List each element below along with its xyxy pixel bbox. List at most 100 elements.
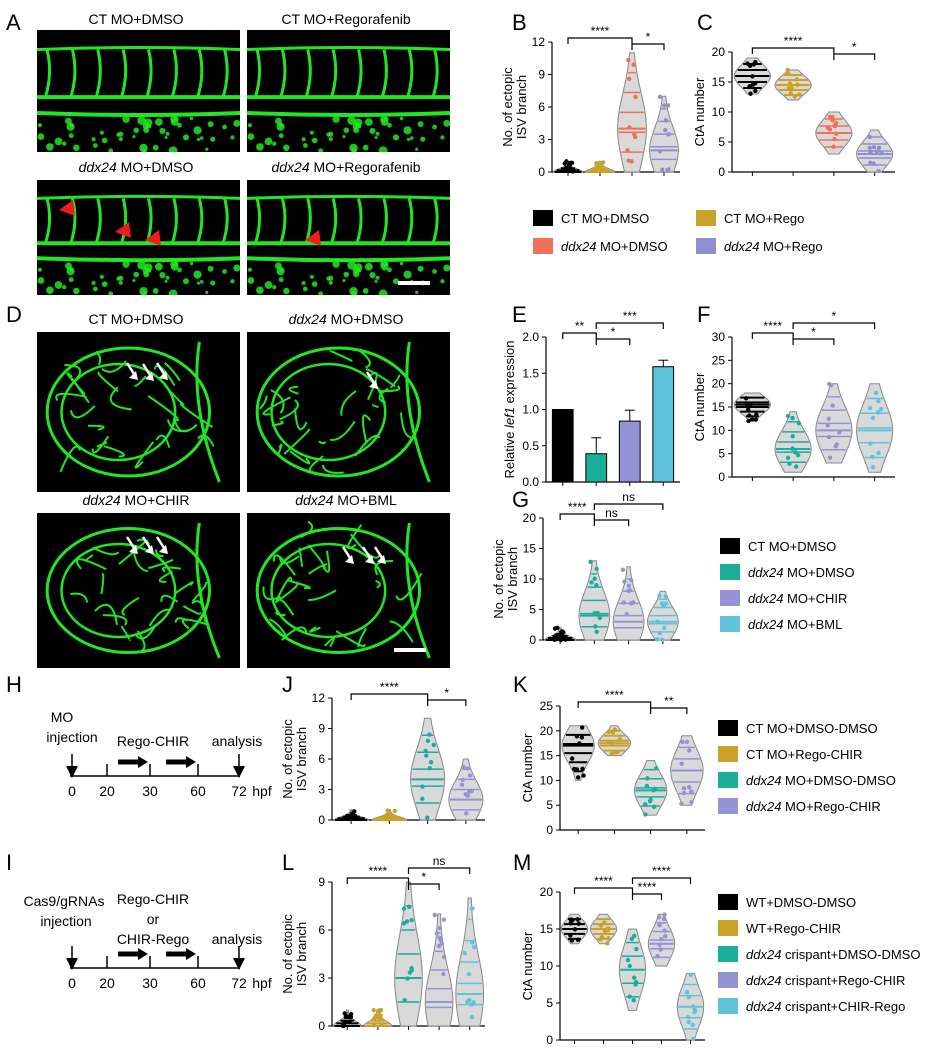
data-point (870, 415, 876, 421)
tissue-blob (122, 115, 130, 123)
data-point (427, 766, 432, 771)
data-point (563, 166, 568, 172)
data-point (828, 383, 834, 388)
data-point (875, 410, 881, 415)
tissue-blob (351, 291, 357, 295)
y-axis-label: No. of ectopic (280, 914, 295, 994)
data-point (746, 418, 751, 424)
y-axis-label: CtA number (692, 77, 707, 146)
tissue-blob (375, 275, 380, 280)
data-point (643, 812, 648, 817)
isv-vessel (278, 198, 287, 245)
micrograph-titles: CT MO+DMSO CT MO+Regorafenib ddx24 MO+DM… (79, 11, 421, 508)
y-axis-label: CtA number (692, 372, 707, 441)
data-point (629, 601, 634, 606)
data-point (577, 741, 582, 746)
lateral-vessel (405, 341, 431, 483)
data-point (464, 811, 469, 816)
y-axis-label: No. of ectopic (280, 719, 295, 799)
data-point (831, 144, 836, 150)
data-point (610, 730, 616, 735)
cta-vessel (340, 390, 357, 416)
isv-vessel (43, 49, 52, 99)
legend-label: ddx24 MO+DMSO (561, 239, 668, 254)
isv-vessel (145, 49, 153, 99)
data-point (553, 633, 559, 638)
data-point (425, 815, 430, 820)
cta-vessel (262, 396, 292, 416)
data-point (595, 610, 600, 616)
tissue-blob (374, 279, 378, 283)
y-tick-label: 5 (546, 996, 553, 1010)
lateral-vessel (195, 341, 221, 483)
tissue-blob (256, 143, 264, 151)
tissue-blob (432, 269, 437, 274)
y-tick-label: 12 (532, 35, 546, 49)
data-point (834, 442, 839, 447)
significance-bracket (631, 877, 692, 884)
tissue-blob (417, 265, 424, 272)
data-point (348, 815, 353, 820)
legend-label: CT MO+Rego-CHIR (746, 747, 862, 762)
timeline-tick-label: 30 (142, 975, 158, 991)
head-inner-vessel (270, 362, 387, 462)
tissue-blob (311, 281, 318, 287)
vessel-network (247, 46, 450, 152)
data-point (687, 748, 692, 753)
head-inner-vessel (60, 362, 177, 462)
data-point (870, 454, 875, 460)
tissue-blob (101, 281, 108, 287)
cta-vessel (161, 566, 182, 573)
data-point (750, 417, 755, 422)
legend-label: ddx24 MO+Rego (724, 239, 823, 254)
data-point (552, 637, 557, 642)
data-point (626, 76, 632, 82)
cta-vessel (275, 610, 286, 617)
head-vessel-network (45, 522, 221, 659)
cta-vessel (358, 349, 371, 369)
data-point (406, 904, 412, 909)
cta-vessel (259, 395, 268, 410)
white-arrow-head (345, 555, 354, 564)
cta-vessel (155, 434, 171, 448)
significance-bracket (593, 503, 664, 510)
timeline-tick-label: 60 (190, 783, 206, 799)
data-point (562, 161, 568, 166)
data-point (576, 921, 581, 926)
tissue-blob (343, 271, 350, 278)
y-tick-label: 2.0 (522, 330, 539, 344)
legend-swatch (718, 920, 738, 936)
data-point (665, 167, 670, 173)
tissue-blob (199, 280, 204, 284)
data-point (407, 970, 413, 975)
data-point (569, 919, 574, 924)
data-point (463, 792, 468, 797)
legend-label: ddx24 MO+Rego-CHIR (746, 799, 881, 814)
panel-letter-j: J (282, 672, 293, 697)
data-point (648, 797, 653, 802)
y-tick-label: 0 (318, 1019, 325, 1033)
data-point (837, 430, 842, 435)
tissue-blob (278, 133, 284, 139)
micro-title-a3-italic: ddx24 (79, 159, 117, 175)
data-point (787, 81, 793, 86)
cta-vessel (318, 440, 327, 445)
data-point (441, 917, 447, 922)
tissue-blob (174, 261, 179, 267)
cta-vessel (94, 603, 118, 626)
data-point (876, 450, 881, 456)
tissue-blob (66, 267, 75, 276)
data-point (679, 801, 684, 806)
data-point (879, 150, 884, 156)
data-point (690, 1004, 696, 1009)
cta-vessel (329, 420, 356, 441)
tissue-blob (272, 141, 277, 146)
timeline-label: MO (51, 709, 74, 725)
y-tick-label: 12 (312, 691, 326, 705)
y-tick-label: 10 (712, 105, 726, 119)
legend-label: WT+Rego-CHIR (746, 921, 841, 936)
cta-vessel (379, 385, 401, 393)
data-point (661, 916, 667, 922)
tissue-blob (387, 267, 392, 273)
data-point (606, 936, 611, 941)
